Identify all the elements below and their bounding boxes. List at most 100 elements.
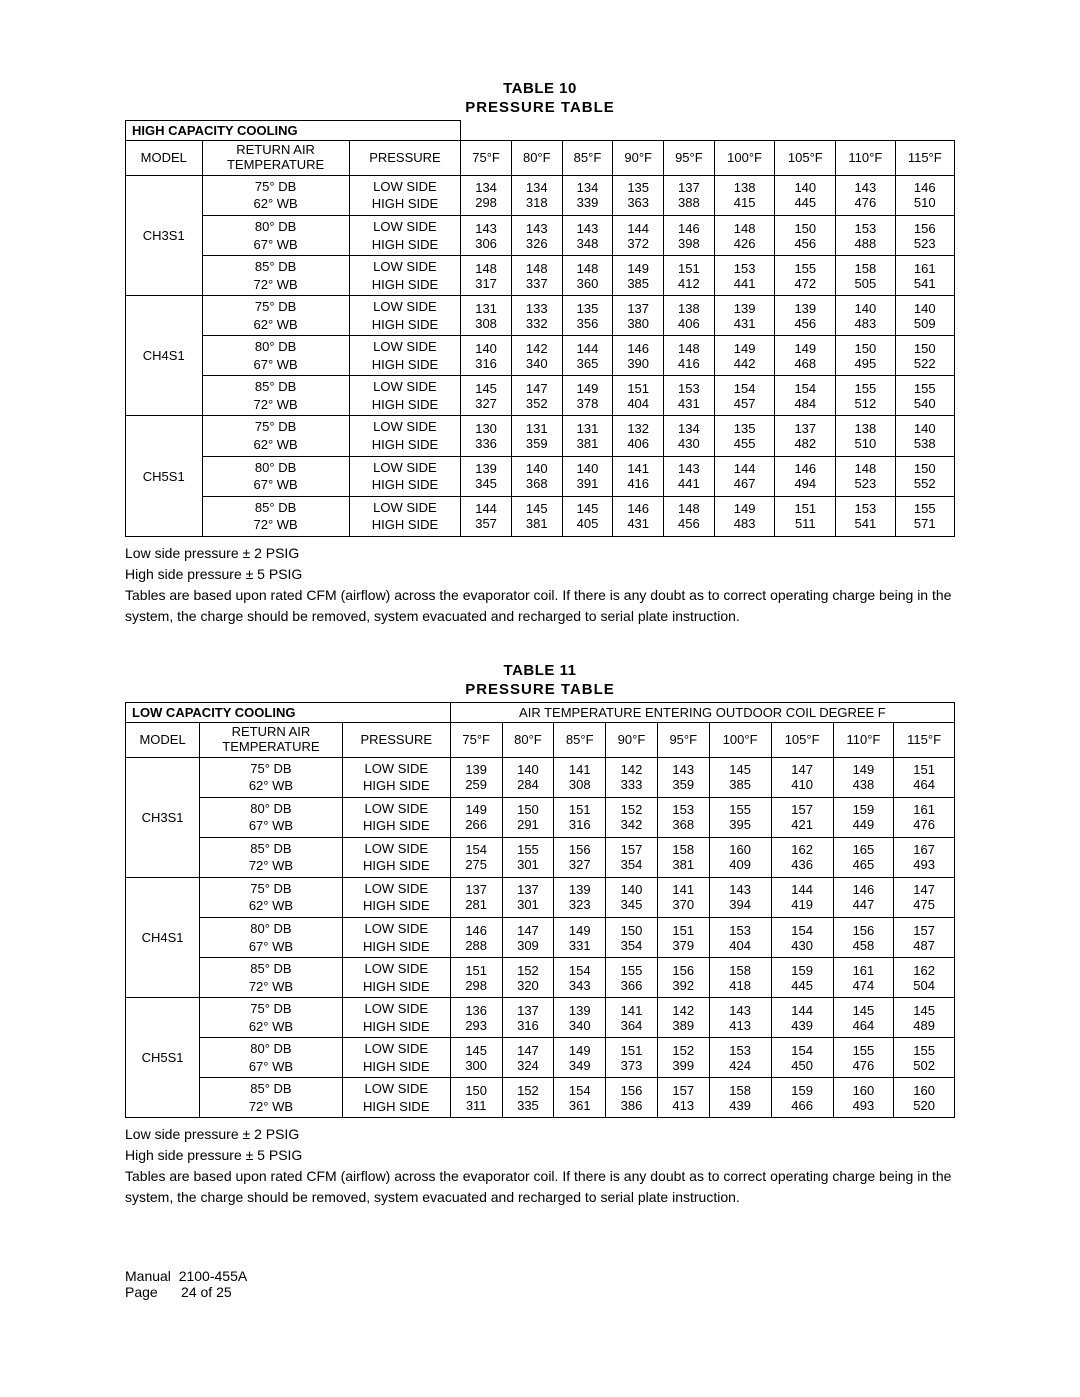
capacity-header: HIGH CAPACITY COOLING bbox=[126, 121, 461, 141]
pressure-table: HIGH CAPACITY COOLINGMODELRETURN AIRTEMP… bbox=[125, 120, 955, 537]
return-air-cell: 80° DB67° WB bbox=[202, 215, 349, 255]
value-cell: 156386 bbox=[606, 1078, 658, 1118]
value-cell: 138415 bbox=[714, 175, 775, 215]
value-cell: 143348 bbox=[562, 215, 613, 255]
value-cell: 140445 bbox=[775, 175, 836, 215]
value-cell: 160493 bbox=[833, 1078, 894, 1118]
value-cell: 139340 bbox=[554, 998, 606, 1038]
model-cell: CH5S1 bbox=[126, 416, 203, 536]
value-cell: 158439 bbox=[709, 1078, 771, 1118]
col-temp: 90°F bbox=[606, 722, 658, 757]
page-label: Page bbox=[125, 1284, 158, 1300]
pressure-side-cell: LOW SIDEHIGH SIDE bbox=[342, 1038, 450, 1078]
value-cell: 137482 bbox=[775, 416, 836, 456]
value-cell: 155512 bbox=[836, 376, 895, 416]
model-cell: CH4S1 bbox=[126, 877, 200, 997]
value-cell: 150354 bbox=[606, 917, 658, 957]
pressure-side-cell: LOW SIDEHIGH SIDE bbox=[349, 456, 461, 496]
return-air-cell: 80° DB67° WB bbox=[200, 797, 343, 837]
value-cell: 142389 bbox=[657, 998, 709, 1038]
value-cell: 148426 bbox=[714, 215, 775, 255]
table-label: TABLE 11 bbox=[100, 662, 980, 679]
col-temp: 95°F bbox=[657, 722, 709, 757]
value-cell: 137388 bbox=[664, 175, 715, 215]
value-cell: 131308 bbox=[461, 296, 512, 336]
value-cell: 150456 bbox=[775, 215, 836, 255]
value-cell: 131381 bbox=[562, 416, 613, 456]
model-cell: CH5S1 bbox=[126, 998, 200, 1118]
value-cell: 150311 bbox=[450, 1078, 502, 1118]
value-cell: 161541 bbox=[895, 256, 954, 296]
value-cell: 143326 bbox=[511, 215, 562, 255]
return-air-cell: 75° DB62° WB bbox=[202, 416, 349, 456]
value-cell: 137281 bbox=[450, 877, 502, 917]
value-cell: 154484 bbox=[775, 376, 836, 416]
pressure-side-cell: LOW SIDEHIGH SIDE bbox=[349, 296, 461, 336]
value-cell: 144439 bbox=[771, 998, 833, 1038]
value-cell: 147475 bbox=[894, 877, 955, 917]
note-line: Tables are based upon rated CFM (airflow… bbox=[125, 1166, 955, 1208]
model-cell: CH4S1 bbox=[126, 296, 203, 416]
value-cell: 150552 bbox=[895, 456, 954, 496]
col-pressure: PRESSURE bbox=[342, 722, 450, 757]
table-notes: Low side pressure ± 2 PSIGHigh side pres… bbox=[125, 1124, 955, 1208]
value-cell: 140345 bbox=[606, 877, 658, 917]
pressure-side-cell: LOW SIDEHIGH SIDE bbox=[349, 336, 461, 376]
note-line: High side pressure ± 5 PSIG bbox=[125, 1145, 955, 1166]
value-cell: 134298 bbox=[461, 175, 512, 215]
value-cell: 152342 bbox=[606, 797, 658, 837]
value-cell: 149483 bbox=[714, 496, 775, 536]
value-cell: 144372 bbox=[613, 215, 664, 255]
page-footer: Manual 2100-455A Page 24 of 25 bbox=[125, 1268, 980, 1300]
col-temp: 95°F bbox=[664, 141, 715, 176]
pressure-side-cell: LOW SIDEHIGH SIDE bbox=[342, 998, 450, 1038]
value-cell: 154450 bbox=[771, 1038, 833, 1078]
value-cell: 161474 bbox=[833, 958, 894, 998]
value-cell: 146398 bbox=[664, 215, 715, 255]
value-cell: 137380 bbox=[613, 296, 664, 336]
value-cell: 144419 bbox=[771, 877, 833, 917]
col-model: MODEL bbox=[126, 141, 203, 176]
value-cell: 139323 bbox=[554, 877, 606, 917]
value-cell: 141370 bbox=[657, 877, 709, 917]
value-cell: 158505 bbox=[836, 256, 895, 296]
value-cell: 150522 bbox=[895, 336, 954, 376]
value-cell: 151316 bbox=[554, 797, 606, 837]
col-temp: 75°F bbox=[450, 722, 502, 757]
value-cell: 155540 bbox=[895, 376, 954, 416]
return-air-cell: 85° DB72° WB bbox=[202, 376, 349, 416]
value-cell: 149438 bbox=[833, 757, 894, 797]
return-air-cell: 85° DB72° WB bbox=[200, 1078, 343, 1118]
value-cell: 140316 bbox=[461, 336, 512, 376]
value-cell: 159449 bbox=[833, 797, 894, 837]
value-cell: 161476 bbox=[894, 797, 955, 837]
value-cell: 154430 bbox=[771, 917, 833, 957]
value-cell: 151373 bbox=[606, 1038, 658, 1078]
col-model: MODEL bbox=[126, 722, 200, 757]
value-cell: 155395 bbox=[709, 797, 771, 837]
return-air-cell: 75° DB62° WB bbox=[200, 877, 343, 917]
value-cell: 152320 bbox=[502, 958, 554, 998]
value-cell: 139431 bbox=[714, 296, 775, 336]
value-cell: 154343 bbox=[554, 958, 606, 998]
value-cell: 152399 bbox=[657, 1038, 709, 1078]
col-temp: 110°F bbox=[833, 722, 894, 757]
value-cell: 155301 bbox=[502, 837, 554, 877]
pressure-side-cell: LOW SIDEHIGH SIDE bbox=[349, 416, 461, 456]
col-return-air: RETURN AIRTEMPERATURE bbox=[200, 722, 343, 757]
value-cell: 151412 bbox=[664, 256, 715, 296]
pressure-side-cell: LOW SIDEHIGH SIDE bbox=[342, 917, 450, 957]
col-temp: 100°F bbox=[709, 722, 771, 757]
col-temp: 80°F bbox=[502, 722, 554, 757]
value-cell: 138510 bbox=[836, 416, 895, 456]
table-name: PRESSURE TABLE bbox=[100, 681, 980, 698]
value-cell: 148456 bbox=[664, 496, 715, 536]
model-cell: CH3S1 bbox=[126, 757, 200, 877]
return-air-cell: 80° DB67° WB bbox=[202, 336, 349, 376]
value-cell: 134318 bbox=[511, 175, 562, 215]
value-cell: 153541 bbox=[836, 496, 895, 536]
value-cell: 146431 bbox=[613, 496, 664, 536]
value-cell: 149349 bbox=[554, 1038, 606, 1078]
value-cell: 153488 bbox=[836, 215, 895, 255]
value-cell: 147410 bbox=[771, 757, 833, 797]
